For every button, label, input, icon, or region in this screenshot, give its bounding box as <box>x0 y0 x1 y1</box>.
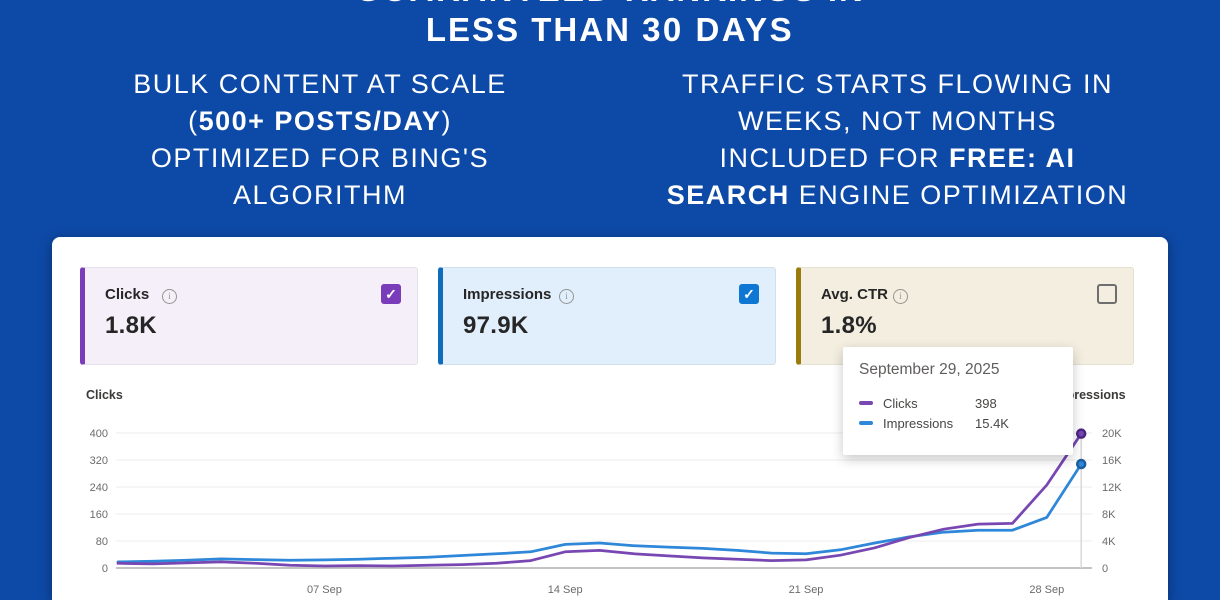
traffic-line-chart[interactable]: 0 80 160 240 320 400 0 4K 8K 12K 16K 20K 07 Sep 14 Se… <box>52 237 1168 600</box>
right-tick-label: 16K <box>1102 455 1122 467</box>
series-swatch <box>859 421 873 425</box>
clicks-line <box>116 432 1083 568</box>
tooltip-legend: Clicks 398 Impressions 15.4K <box>859 393 1057 433</box>
x-tick-label: 14 Sep <box>548 584 583 596</box>
right-tick-label: 8K <box>1102 509 1116 521</box>
avg-ctr-card-label: Avg. CTR <box>821 286 888 303</box>
clicks-card-value: 1.8K <box>105 312 157 339</box>
avg-ctr-card-value: 1.8% <box>821 312 877 339</box>
clicks-end-dot <box>1075 428 1087 439</box>
left-tick-label: 160 <box>90 509 108 521</box>
right-line-3: INCLUDED FOR FREE: AI <box>719 143 1076 173</box>
series-value: 15.4K <box>975 415 1009 431</box>
headline-line-1: GUARANTEED RANKINGS IN <box>0 0 1220 10</box>
left-line-2: (500+ POSTS/DAY) <box>188 106 452 136</box>
left-line-1: BULK CONTENT AT SCALE <box>133 69 507 99</box>
info-icon[interactable] <box>559 289 574 304</box>
info-icon[interactable] <box>893 289 908 304</box>
impressions-card-value: 97.9K <box>463 312 529 339</box>
left-line-4: ALGORITHM <box>232 180 407 210</box>
right-line-2: WEEKS, NOT MONTHS <box>737 106 1058 136</box>
metric-card-impressions[interactable]: Impressions ✓ 97.9K <box>438 267 776 365</box>
headline: GUARANTEED RANKINGS IN LESS THAN 30 DAYS <box>0 0 1220 50</box>
x-tick-label: 21 Sep <box>789 584 824 596</box>
impressions-end-dot <box>1075 458 1087 470</box>
right-tick-label: 12K <box>1102 482 1122 494</box>
left-tick-label: 80 <box>96 536 108 548</box>
left-tick-label: 400 <box>90 428 108 440</box>
series-name: Clicks <box>883 395 918 411</box>
tooltip-date: September 29, 2025 <box>859 361 1000 378</box>
impressions-line <box>116 462 1083 564</box>
info-icon[interactable] <box>162 289 177 304</box>
x-tick-label: 07 Sep <box>307 584 342 596</box>
left-axis-title: Clicks <box>86 388 123 402</box>
analytics-panel: Clicks ✓ 1.8K Impressions ✓ 97.9K Avg. C… <box>52 237 1168 600</box>
left-tick-label: 0 <box>102 563 108 575</box>
tooltip-row: Impressions 15.4K <box>859 413 1057 433</box>
headline-line-2: LESS THAN 30 DAYS <box>425 11 795 48</box>
avg-ctr-checkbox[interactable] <box>1097 284 1117 304</box>
impressions-card-label: Impressions <box>463 286 552 303</box>
left-tick-label: 320 <box>90 455 108 467</box>
clicks-checkbox[interactable]: ✓ <box>381 284 401 304</box>
benefit-column-left: BULK CONTENT AT SCALE (500+ POSTS/DAY) O… <box>55 66 585 214</box>
benefit-column-right: TRAFFIC STARTS FLOWING IN WEEKS, NOT MON… <box>610 66 1185 214</box>
right-tick-label: 0 <box>1102 563 1108 575</box>
metric-card-clicks[interactable]: Clicks ✓ 1.8K <box>80 267 418 365</box>
left-tick-label: 240 <box>90 482 108 494</box>
right-line-1: TRAFFIC STARTS FLOWING IN <box>681 69 1113 99</box>
right-tick-label: 20K <box>1102 428 1122 440</box>
right-line-4: SEARCH ENGINE OPTIMIZATION <box>666 180 1129 210</box>
series-value: 398 <box>975 395 997 411</box>
impressions-checkbox[interactable]: ✓ <box>739 284 759 304</box>
x-tick-label: 28 Sep <box>1029 584 1064 596</box>
series-swatch <box>859 401 873 405</box>
right-tick-label: 4K <box>1102 536 1116 548</box>
clicks-card-label: Clicks <box>105 286 150 303</box>
series-name: Impressions <box>883 415 954 431</box>
tooltip-row: Clicks 398 <box>859 393 1057 413</box>
left-line-3: OPTIMIZED FOR BING'S <box>150 143 490 173</box>
chart-tooltip: September 29, 2025 Clicks 398 Impressions 1… <box>843 347 1073 455</box>
